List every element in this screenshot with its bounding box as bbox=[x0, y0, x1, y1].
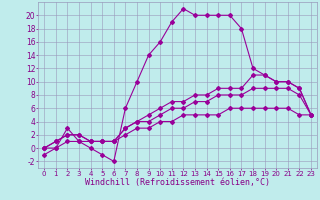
X-axis label: Windchill (Refroidissement éolien,°C): Windchill (Refroidissement éolien,°C) bbox=[85, 178, 270, 187]
